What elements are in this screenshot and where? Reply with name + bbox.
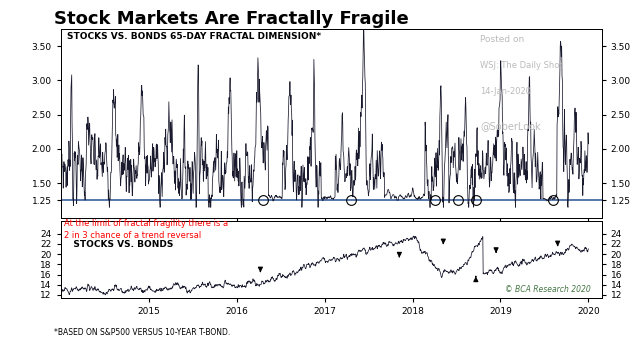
Text: © BCA Research 2020: © BCA Research 2020 [505,286,591,294]
Text: Stock Markets Are Fractally Fragile: Stock Markets Are Fractally Fragile [54,10,409,28]
Text: STOCKS VS. BONDS 65-DAY FRACTAL DIMENSION*: STOCKS VS. BONDS 65-DAY FRACTAL DIMENSIO… [67,32,321,41]
Text: At the limit of fractal fragility there is a
2 in 3 chance of a trend reversal: At the limit of fractal fragility there … [64,219,228,240]
Text: WSJ: The Daily Shot: WSJ: The Daily Shot [480,61,563,70]
Text: Posted on: Posted on [480,35,524,44]
Text: *BASED ON S&P500 VERSUS 10-YEAR T-BOND.: *BASED ON S&P500 VERSUS 10-YEAR T-BOND. [54,328,230,337]
Text: STOCKS VS. BONDS: STOCKS VS. BONDS [64,240,173,249]
Text: 14-Jan-2020: 14-Jan-2020 [480,87,531,97]
Text: @SoberLook: @SoberLook [480,121,541,131]
